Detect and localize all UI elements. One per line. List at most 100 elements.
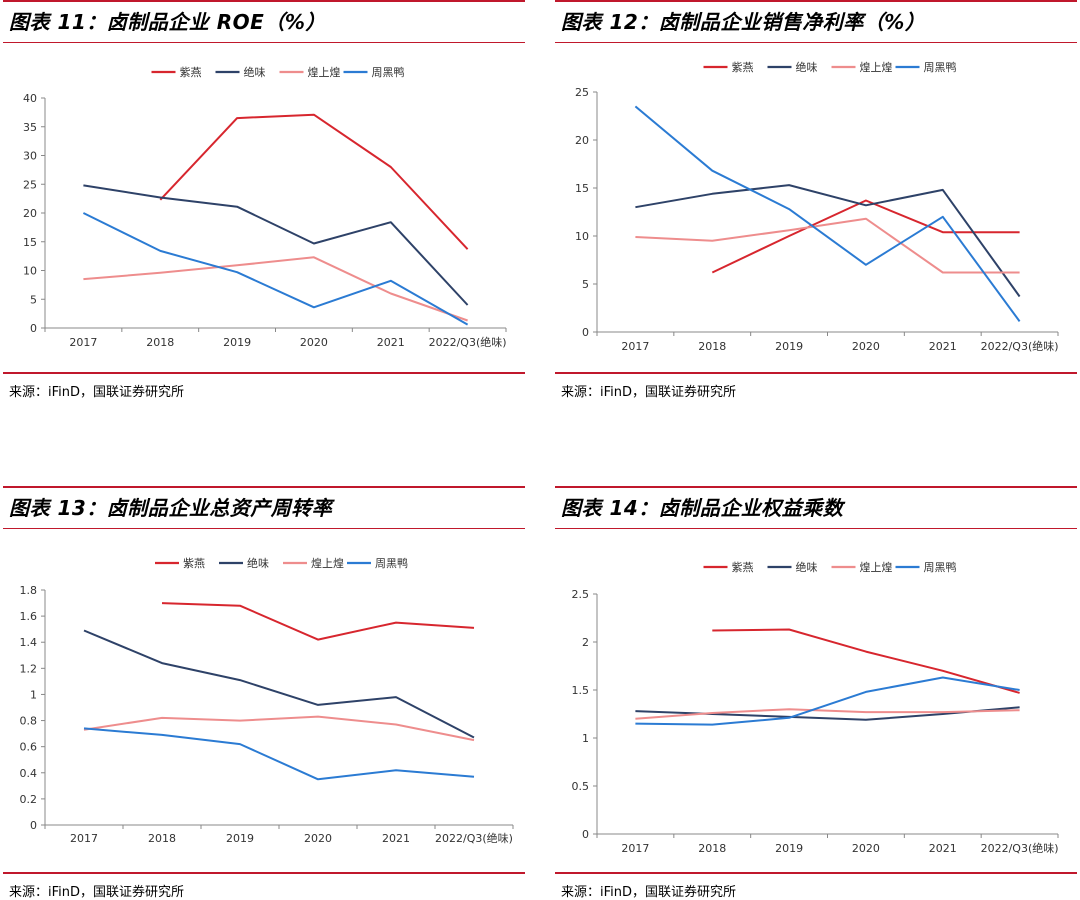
x-tick-label: 2018 (698, 340, 726, 353)
series-line (83, 715, 475, 742)
x-tick-label: 2021 (929, 842, 957, 855)
y-tick-label: 20 (23, 207, 37, 220)
series-line (635, 184, 1021, 298)
y-tick-label: 0 (582, 828, 589, 841)
top-rule (3, 486, 525, 488)
x-tick-label: 2019 (223, 336, 251, 349)
bottom-rule (555, 872, 1077, 874)
legend-label: 煌上煌 (860, 561, 893, 574)
source-note: 来源：iFinD，国联证券研究所 (9, 385, 185, 400)
y-tick-label: 10 (575, 230, 589, 243)
legend-label: 紫燕 (732, 561, 754, 574)
chart-panel-13: 图表 13：卤制品企业总资产周转率 0 0.2 0.4 0.6 0.8 1 1.2 1.4 1.… (3, 486, 525, 900)
x-tick-label: 2022/Q3(绝味) (435, 831, 513, 845)
bottom-rule (3, 872, 525, 874)
legend-label: 周黑鸭 (372, 66, 405, 79)
x-tick-label: 2018 (698, 842, 726, 855)
x-tick-label: 2018 (148, 832, 176, 845)
y-tick-label: 20 (575, 134, 589, 147)
source-note: 来源：iFinD，国联证券研究所 (561, 885, 737, 900)
x-tick-label: 2021 (929, 340, 957, 353)
series-line (634, 105, 1021, 322)
y-tick-label: 1.8 (20, 584, 38, 597)
source-note: 来源：iFinD，国联证券研究所 (9, 885, 185, 900)
x-tick-label: 2020 (304, 832, 332, 845)
chart-title: 图表 11：卤制品企业 ROE（%） (9, 10, 326, 34)
y-tick-label: 0.4 (20, 767, 38, 780)
x-tick-label: 2017 (69, 336, 97, 349)
line-chart: 0 0.5 1 1.5 2 2.5 2017 2018 2019 2020 2021 2022/Q3(… (572, 560, 1059, 855)
y-tick-label: 5 (582, 278, 589, 291)
top-rule (555, 0, 1077, 2)
series-line (635, 708, 1020, 720)
y-tick-label: 1.4 (20, 636, 38, 649)
series-line (83, 629, 475, 739)
title-rule (3, 528, 525, 529)
x-tick-label: 2022/Q3(绝味) (981, 841, 1059, 855)
y-tick-label: 0 (30, 322, 37, 335)
x-tick-label: 2017 (621, 340, 649, 353)
x-tick-label: 2022/Q3(绝味) (429, 335, 507, 349)
legend-label: 煌上煌 (860, 61, 893, 74)
series-line (83, 184, 469, 306)
y-tick-label: 2 (582, 636, 589, 649)
bottom-rule (3, 372, 525, 374)
y-tick-label: 1.2 (20, 662, 38, 675)
y-tick-label: 15 (575, 182, 589, 195)
legend-label: 绝味 (796, 560, 818, 574)
y-tick-label: 0 (30, 819, 37, 832)
y-tick-label: 25 (575, 86, 589, 99)
chart-title: 图表 12：卤制品企业销售净利率（%） (561, 10, 926, 34)
y-tick-label: 0.6 (20, 741, 38, 754)
y-tick-label: 0 (582, 326, 589, 339)
y-tick-label: 0.2 (20, 793, 38, 806)
y-tick-label: 1.6 (20, 610, 38, 623)
top-rule (555, 486, 1077, 488)
title-rule (555, 528, 1077, 529)
y-tick-label: 1 (582, 732, 589, 745)
y-tick-label: 30 (23, 150, 37, 163)
x-tick-label: 2020 (852, 842, 880, 855)
chart-panel-11: 图表 11：卤制品企业 ROE（%） 0 5 10 15 20 25 30 35 40 2017 2… (3, 0, 525, 400)
y-tick-label: 1.5 (572, 684, 590, 697)
top-rule (3, 0, 525, 2)
chart-panel-12: 图表 12：卤制品企业销售净利率（%） 0 5 10 15 20 25 2017 2018 20… (555, 0, 1077, 400)
x-tick-label: 2017 (621, 842, 649, 855)
legend-label: 绝味 (796, 60, 818, 74)
legend-label: 紫燕 (183, 557, 205, 570)
legend-label: 紫燕 (732, 61, 754, 74)
y-tick-label: 0.8 (20, 715, 38, 728)
line-chart: 0 0.2 0.4 0.6 0.8 1 1.2 1.4 1.6 1.8 2017 2018 2019 20… (20, 556, 514, 845)
chart-title: 图表 13：卤制品企业总资产周转率 (9, 496, 333, 520)
legend-label: 绝味 (247, 556, 269, 570)
y-tick-label: 15 (23, 236, 37, 249)
x-tick-label: 2019 (775, 842, 803, 855)
legend-label: 周黑鸭 (924, 61, 957, 74)
y-tick-label: 25 (23, 178, 37, 191)
y-tick-label: 0.5 (572, 780, 590, 793)
bottom-rule (555, 372, 1077, 374)
series-line (83, 727, 475, 781)
x-tick-label: 2020 (852, 340, 880, 353)
x-tick-label: 2021 (377, 336, 405, 349)
chart-title: 图表 14：卤制品企业权益乘数 (561, 496, 844, 520)
source-note: 来源：iFinD，国联证券研究所 (561, 385, 737, 400)
y-tick-label: 10 (23, 265, 37, 278)
legend-label: 煌上煌 (308, 66, 341, 79)
series-line (712, 628, 1020, 694)
y-tick-label: 35 (23, 121, 37, 134)
line-chart: 0 5 10 15 20 25 2017 2018 2019 2020 2021 2022/Q3(绝味… (575, 60, 1059, 353)
y-tick-label: 1 (30, 688, 37, 701)
y-tick-label: 2.5 (572, 588, 590, 601)
chart-panel-14: 图表 14：卤制品企业权益乘数 0 0.5 1 1.5 2 2.5 2017 2018 2019… (555, 486, 1077, 900)
series-line (711, 199, 1020, 274)
legend-label: 周黑鸭 (375, 557, 408, 570)
legend-label: 煌上煌 (311, 557, 344, 570)
x-tick-label: 2019 (775, 340, 803, 353)
y-tick-label: 5 (30, 293, 37, 306)
series-line (635, 676, 1020, 726)
x-tick-label: 2021 (382, 832, 410, 845)
legend-label: 绝味 (244, 65, 266, 79)
series-line (82, 212, 469, 326)
title-rule (555, 42, 1077, 43)
